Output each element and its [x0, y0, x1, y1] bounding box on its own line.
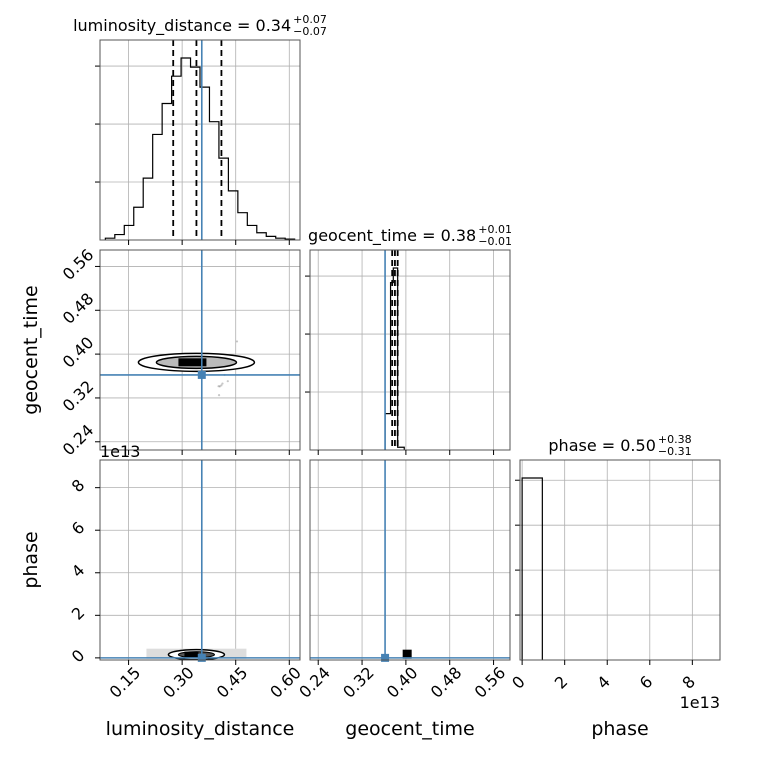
ph-gt-truth-marker [381, 653, 390, 662]
geocent_time-ytick-label-3: 0.48 [59, 289, 98, 328]
phase-xtick-label-3: 6 [636, 672, 657, 693]
phase-xtick-label-2: 4 [593, 672, 614, 693]
ph-gt-density-core [402, 649, 412, 659]
phase-x-offset-label: 1e13 [680, 693, 720, 712]
gt-ld-frame [99, 249, 301, 451]
y-axis-label-phase: phase [20, 531, 42, 588]
y-axis-label-geocent-time: geocent_time [20, 285, 42, 414]
ph-ld-truth-marker [197, 653, 206, 662]
phase-ytick-label-1: 2 [68, 603, 89, 624]
x-axis-label-phase: phase [591, 718, 648, 740]
phase-ytick-label-3: 6 [68, 518, 89, 539]
phase-ytick-label-4: 8 [68, 475, 89, 496]
luminosity_distance-title-sub: −0.07 [293, 25, 327, 38]
ph-ld-density-core [184, 651, 199, 658]
gt-ld-point [221, 382, 224, 385]
phase-y-offset-label: 1e13 [100, 442, 140, 461]
geocent_time-title-main: geocent_time = 0.38 [308, 226, 476, 246]
ph-hist-frame [519, 459, 721, 661]
phase-title-sup: +0.38 [658, 433, 692, 446]
geocent_time-xtick-label-3: 0.48 [427, 663, 466, 702]
x-axis-label-geocent-time: geocent_time [345, 718, 474, 740]
geocent_time-ytick-label-4: 0.56 [59, 245, 98, 284]
geocent_time-title-sub: −0.01 [478, 235, 512, 248]
ld-histogram-step [104, 57, 296, 240]
phase-ytick-label-0: 0 [68, 646, 89, 667]
luminosity_distance-xtick-label-1: 0.30 [159, 663, 198, 702]
geocent_time-title-sup: +0.01 [478, 223, 512, 236]
geocent_time-ytick-label-1: 0.32 [59, 377, 98, 416]
luminosity_distance-title-main: luminosity_distance = 0.34 [73, 16, 291, 36]
luminosity_distance-xtick-label-0: 0.15 [106, 663, 145, 702]
gt-ld-point [226, 380, 229, 383]
phase-title: phase = 0.50 +0.38−0.31 [548, 433, 691, 458]
gt-ld-point [217, 385, 220, 388]
gt-ld-point [235, 340, 239, 343]
phase-title-main: phase = 0.50 [548, 436, 655, 455]
luminosity_distance-title-sup: +0.07 [293, 13, 327, 26]
luminosity_distance-xtick-label-3: 0.60 [266, 663, 305, 702]
gt-ld-point [218, 385, 221, 388]
ph-gt-frame [309, 459, 511, 661]
phase-xtick-label-0: 0 [508, 672, 529, 693]
ph-ld-frame [99, 459, 301, 661]
gt-ld-point [217, 394, 221, 397]
luminosity_distance-xtick-label-2: 0.45 [213, 663, 252, 702]
geocent_time-xtick-label-0: 0.24 [295, 663, 334, 702]
ph-histogram-step [521, 477, 543, 660]
geocent_time-ytick-label-0: 0.24 [59, 421, 98, 460]
gt-hist-frame [309, 249, 511, 451]
phase-title-sub: −0.31 [658, 445, 692, 458]
luminosity_distance-title: luminosity_distance = 0.34 +0.07−0.07 [73, 13, 327, 38]
x-axis-label-luminosity-distance: luminosity_distance [106, 718, 295, 740]
gt-histogram-step [384, 267, 405, 450]
phase-xtick-label-1: 2 [551, 672, 572, 693]
gt-ld-truth-marker [197, 370, 206, 379]
phase-ytick-label-2: 4 [68, 561, 89, 582]
ld-hist-frame [99, 39, 301, 241]
geocent_time-xtick-label-4: 0.56 [471, 663, 510, 702]
geocent_time-xtick-label-2: 0.40 [383, 663, 422, 702]
geocent_time-ytick-label-2: 0.40 [59, 333, 98, 372]
phase-xtick-label-4: 8 [678, 672, 699, 693]
geocent_time-xtick-label-1: 0.32 [339, 663, 378, 702]
geocent_time-title: geocent_time = 0.38 +0.01−0.01 [308, 223, 512, 248]
gt-ld-point [220, 384, 223, 387]
gt-ld-density-core [178, 358, 207, 367]
